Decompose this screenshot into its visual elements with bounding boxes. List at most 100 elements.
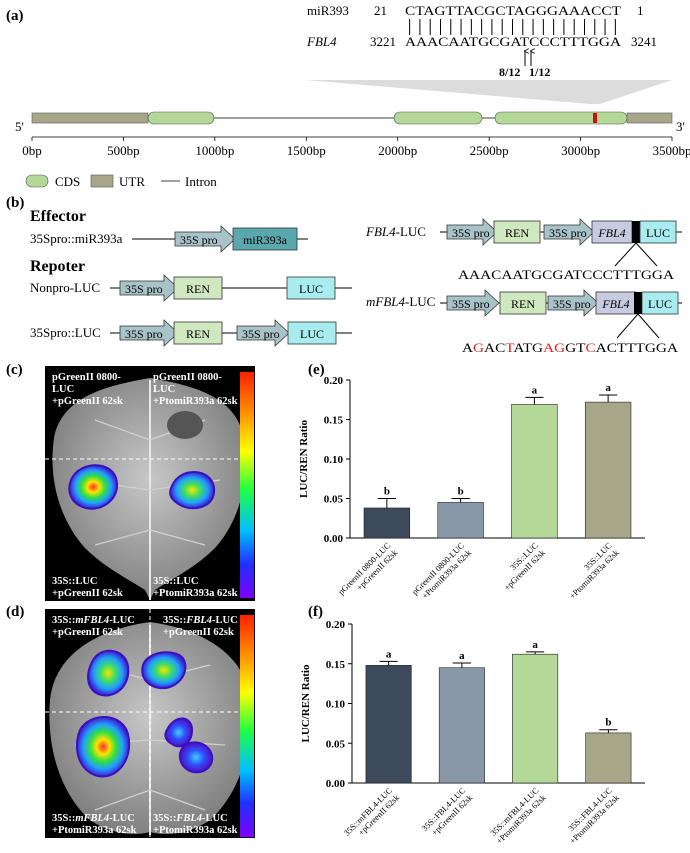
significance-letter: b: [605, 717, 611, 729]
fbl4-box-label: FBL4: [601, 297, 629, 311]
panel-label-d: (d): [6, 604, 24, 620]
significance-letter: b: [458, 486, 464, 498]
ren-box: [499, 291, 547, 315]
promoter-label: 35S pro: [125, 327, 163, 341]
mutant-base: A: [462, 340, 474, 355]
promoter-arrow: [174, 225, 236, 253]
zoom-lines: [616, 313, 660, 339]
mutant-base: A: [596, 340, 608, 355]
category-label: 35S::LUC+PtomiR393a 62sk: [560, 540, 621, 601]
luc-box-label: LUC: [300, 327, 324, 341]
mutant-base: G: [554, 340, 565, 355]
mutant-base: T: [626, 340, 635, 355]
three-prime-label: 3': [676, 119, 685, 134]
mutant-base: T: [617, 340, 626, 355]
mutant-target-sequence: A G A C TATG A G G TC A C TTTG G A: [462, 340, 679, 355]
construct-fbl4-luc: FBL4-LUC: [365, 224, 426, 239]
promoter-label: 35S pro: [549, 226, 587, 240]
zoom-lines: [614, 242, 658, 267]
image-label-line: +pGreenII 62sk: [52, 627, 123, 638]
promoter-arrow: [446, 289, 500, 317]
bar: [437, 502, 484, 539]
image-label-line: 35S::FBL4-LUC: [153, 813, 228, 824]
category-label: 35S::mFBL4-LUC+pGreenII 62sk: [342, 785, 402, 845]
category-label: 35S::mFBL4-LUC+PtomiR393a 62sk: [487, 785, 548, 846]
repoter-heading: Repoter: [30, 258, 85, 275]
chart-e: 0.00 0.05 0.10 0.15 0.20 LUC/REN Ratio b pGreen…: [298, 375, 645, 604]
construct-mfbl4-luc: mFBL4-LUC: [366, 294, 435, 309]
image-d-labels: 35S::mFBL4-LUC+pGreenII 62sk35S::FBL4-LU…: [52, 615, 238, 836]
significance-letter: a: [532, 384, 538, 396]
panel-label-c: (c): [6, 362, 23, 378]
mutant-base: C: [495, 340, 505, 355]
bar: [511, 404, 558, 539]
utr-legend-swatch: [90, 174, 114, 188]
scale-tick-label: 500bp: [107, 143, 140, 158]
panel-label-e: (e): [308, 362, 325, 378]
luc-box: [641, 291, 679, 315]
ren-box-label: REN: [505, 226, 529, 240]
construct-nonpro-luc: Nonpro-LUC: [30, 280, 100, 295]
effector-heading: Effector: [30, 208, 86, 225]
target-end: 3241: [631, 34, 657, 49]
luc-box: [639, 220, 677, 244]
image-label-line: 35S::LUC: [153, 576, 199, 587]
mutant-base: C: [607, 340, 617, 355]
mutant-base: G: [656, 340, 667, 355]
wt-target-sequence: AAACAATGCGATCCCTTTGGA: [458, 267, 675, 282]
category-label: 35S::FBL4-LUC+pGreenII 62sk: [419, 785, 474, 840]
image-label-line: +PtomiR393a 62sk: [153, 396, 238, 407]
panel-label-b: (b): [6, 195, 24, 211]
mutant-base: A: [543, 340, 555, 355]
bar: [365, 665, 412, 784]
scale-tick-label: 3000bp: [561, 143, 600, 158]
y-tick-label: 0.05: [324, 494, 344, 506]
luc-box-label: LUC: [299, 282, 323, 296]
image-label-line: 35S::mFBL4-LUC: [52, 615, 135, 626]
y-tick-label: 0.10: [324, 454, 344, 466]
scale-tick-label: 1000bp: [195, 143, 234, 158]
cds-exon-3: [494, 111, 628, 125]
y-tick-label: 0.00: [326, 778, 346, 790]
ren-box-label: REN: [511, 297, 535, 311]
image-label-line: 35S::mFBL4-LUC: [52, 813, 135, 824]
mir393a-box-label: miR393a: [243, 233, 288, 247]
mutant-base: G: [473, 340, 484, 355]
target-sequence: AAACAATGCGATCCCTTTGGA: [405, 34, 622, 49]
image-label-line: LUC: [52, 384, 74, 395]
utr-5: [31, 112, 149, 124]
mutant-base: T: [523, 340, 532, 355]
promoter-arrow: [236, 319, 290, 347]
fbl4-box-label: FBL4: [597, 226, 625, 240]
y-axis-label: LUC/REN Ratio: [300, 664, 312, 742]
image-label-line: pGreenII 0800-: [52, 372, 121, 383]
target-start: 3221: [370, 34, 396, 49]
luc-box-label: LUC: [646, 226, 670, 240]
image-label-line: LUC: [153, 384, 175, 395]
image-label-line: +pGreenII 62sk: [163, 627, 234, 638]
five-prime-label: 5': [15, 119, 24, 134]
category-label: pGreenII 0800-LUC+PtomiR393a 62sk: [410, 540, 474, 604]
significance-letter: a: [532, 639, 538, 651]
promoter-label: 35S pro: [553, 297, 591, 311]
mirna-end: 1: [637, 3, 644, 18]
cds-legend-label: CDS: [55, 174, 80, 189]
significance-letter: b: [384, 486, 390, 498]
image-label-line: 35S::LUC: [52, 576, 98, 587]
category-label: 35S::LUC+pGreenII 62sk: [495, 540, 548, 593]
construct-35spro-luc: 35Spro::LUC: [30, 325, 101, 340]
bar: [584, 401, 632, 539]
y-axis-label: LUC/REN Ratio: [298, 420, 310, 498]
mutant-base: A: [667, 340, 679, 355]
promoter-arrow: [119, 274, 179, 302]
mutant-base: C: [586, 340, 596, 355]
panel-label-a: (a): [6, 8, 24, 24]
ren-box: [173, 276, 223, 300]
cleavage-ratio: 1/12: [529, 65, 550, 79]
promoter-label: 35S pro: [125, 282, 163, 296]
promoter-arrow: [543, 218, 595, 246]
mir393-target-site: [593, 113, 597, 123]
y-tick-label: 0.10: [326, 699, 346, 711]
mutant-base: G: [565, 340, 576, 355]
